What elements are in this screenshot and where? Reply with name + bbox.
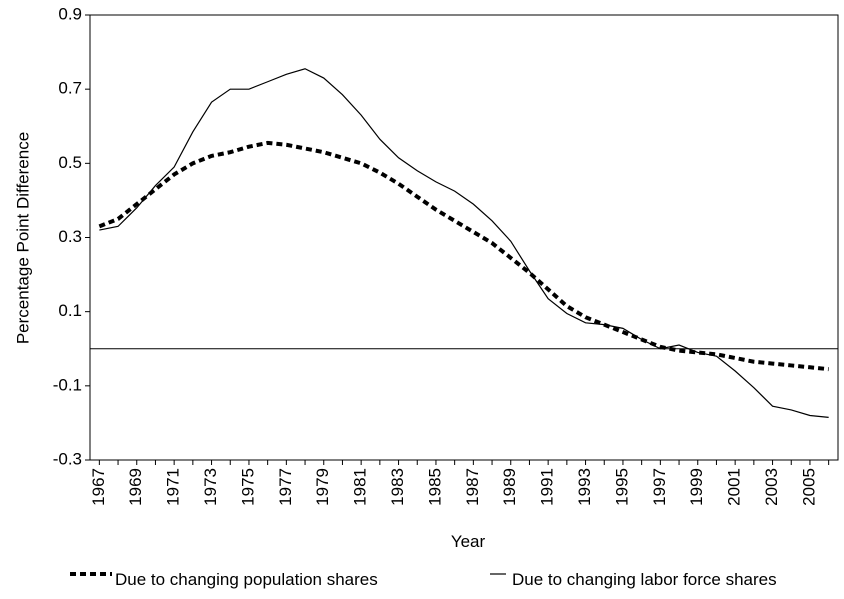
x-tick-label: 2003	[762, 468, 781, 506]
y-tick-label: -0.1	[53, 375, 82, 394]
x-tick-label: 1973	[201, 468, 220, 506]
x-tick-label: 1977	[276, 468, 295, 506]
legend-label: Due to changing population shares	[115, 570, 378, 589]
series-line	[98, 140, 829, 372]
series-line	[99, 68, 829, 418]
x-tick-label: 2005	[799, 468, 818, 506]
x-tick-label: 1971	[164, 468, 183, 506]
x-tick-label: 1993	[575, 468, 594, 506]
x-tick-label: 1985	[425, 468, 444, 506]
x-tick-label: 1997	[650, 468, 669, 506]
y-tick-label: 0.7	[58, 79, 82, 98]
x-axis-label: Year	[451, 532, 486, 551]
plot-area	[89, 14, 839, 461]
x-tick-label: 1983	[388, 468, 407, 506]
x-tick-label: 1989	[500, 468, 519, 506]
x-tick-label: 1979	[313, 468, 332, 506]
y-tick-label: -0.3	[53, 449, 82, 468]
y-tick-label: 0.1	[58, 301, 82, 320]
x-tick-label: 1987	[463, 468, 482, 506]
y-tick-label: 0.9	[58, 4, 82, 23]
x-tick-label: 2001	[725, 468, 744, 506]
y-axis-label: Percentage Point Difference	[13, 132, 32, 344]
x-tick-label: 1975	[238, 468, 257, 506]
legend-label: Due to changing labor force shares	[512, 570, 777, 589]
y-tick-label: 0.5	[58, 153, 82, 172]
x-tick-label: 1967	[89, 468, 108, 506]
x-tick-label: 1999	[687, 468, 706, 506]
y-tick-label: 0.3	[58, 227, 82, 246]
x-tick-label: 1995	[612, 468, 631, 506]
x-tick-label: 1981	[351, 468, 370, 506]
x-tick-label: 1991	[538, 468, 557, 506]
x-tick-label: 1969	[126, 468, 145, 506]
